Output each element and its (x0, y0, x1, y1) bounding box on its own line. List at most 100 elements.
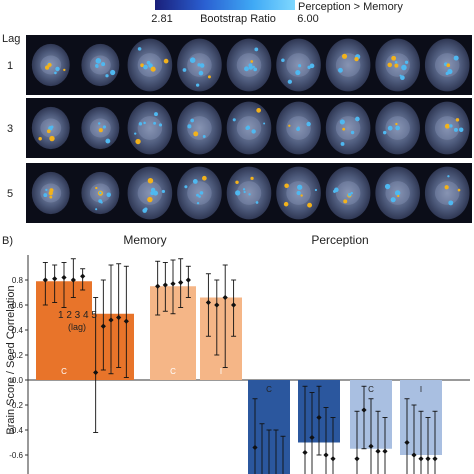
activation-blob-orange (444, 185, 449, 190)
activation-blob-orange (307, 202, 313, 208)
activation-blob-orange (48, 190, 53, 196)
activation-blob-blue (243, 190, 246, 194)
activation-blob-orange (207, 75, 211, 79)
bar-condition-label: C (170, 367, 176, 376)
lag-point (330, 456, 336, 462)
bar-group: I (200, 264, 242, 380)
activation-blob-blue (182, 68, 187, 72)
colorbar-gradient (155, 0, 295, 10)
y-axis-label: Brain Score / Seed Correlation (5, 285, 17, 434)
activation-blob-blue (196, 193, 199, 197)
activation-blob-blue (146, 60, 151, 65)
bar-group: C (36, 258, 92, 380)
activation-blob-blue (306, 121, 311, 127)
memory-title: Memory (123, 233, 166, 247)
activation-blob-blue (453, 127, 458, 132)
lag-point (425, 456, 431, 462)
activation-blob-orange (147, 177, 154, 184)
activation-blob-blue (43, 193, 48, 198)
lag-point (361, 407, 367, 413)
lag-point (323, 452, 329, 458)
bar-group: I (88, 263, 134, 433)
activation-blob-blue (314, 188, 318, 192)
colorbar-max-label: 6.00 (297, 13, 318, 25)
activation-blob-orange (343, 199, 348, 204)
activation-blob-blue (137, 47, 142, 51)
activation-blob-blue (199, 63, 205, 68)
lag-point (309, 434, 315, 441)
activation-blob-blue (97, 122, 101, 125)
activation-blob-blue (296, 190, 301, 196)
activation-blob-blue (338, 67, 343, 73)
lag-point (178, 279, 184, 286)
activation-blob-blue (98, 191, 102, 195)
y-tick-label: 0.4 (12, 326, 24, 335)
activation-blob-blue (390, 197, 396, 203)
activation-blob-blue (196, 83, 200, 87)
activation-blob-blue (106, 192, 111, 197)
y-tick-label: -0.2 (9, 401, 23, 410)
activation-blob-blue (295, 69, 301, 76)
activation-blob-blue (309, 63, 315, 69)
activation-blob-blue (54, 71, 57, 75)
activation-blob-blue (244, 66, 249, 72)
lag-point (52, 276, 58, 282)
activation-blob-blue (255, 201, 259, 204)
lag-point (368, 443, 374, 449)
activation-blob-orange (387, 62, 393, 68)
activation-blob-blue (252, 65, 255, 69)
y-tick-label: 0.2 (12, 351, 24, 360)
bar-group: I (400, 380, 442, 474)
brain-row (26, 35, 472, 95)
activation-blob-blue (187, 124, 192, 129)
activation-blob-blue (251, 129, 256, 134)
activation-blob-orange (46, 129, 51, 134)
activation-blob-orange (49, 135, 55, 142)
activation-blob-blue (397, 190, 400, 193)
bar-group: I (298, 380, 340, 474)
brain-slice (325, 101, 371, 155)
lag-point (382, 448, 388, 454)
activation-blob-orange (63, 68, 66, 72)
lag-point (252, 444, 258, 451)
activation-blob-blue (263, 122, 266, 125)
lag-point (404, 439, 410, 446)
activation-blob-blue (384, 183, 391, 190)
activation-blob-blue (458, 127, 464, 133)
activation-blob-orange (44, 65, 50, 70)
activation-blob-blue (246, 125, 250, 129)
activation-blob-blue (196, 201, 200, 205)
activation-blob-blue (350, 191, 353, 195)
lag-legend-numbers: 1 2 3 4 5 (58, 310, 97, 321)
colorbar: 2.81 Bootstrap Ratio 6.00 Perception > M… (151, 0, 403, 25)
activation-blob-orange (150, 66, 156, 72)
activation-blob-orange (354, 56, 359, 62)
panel-b-label: B) (2, 235, 13, 247)
activation-blob-orange (202, 175, 207, 181)
colorbar-title: Bootstrap Ratio (200, 13, 276, 25)
activation-blob-blue (192, 178, 198, 184)
y-tick-label: 0.8 (12, 276, 24, 285)
activation-blob-blue (148, 63, 153, 68)
activation-blob-blue (190, 118, 195, 123)
activation-blob-blue (333, 189, 337, 193)
brain-slice (81, 106, 120, 150)
activation-blob-orange (38, 137, 42, 141)
activation-blob-orange (250, 60, 254, 63)
bar-group: C (350, 380, 392, 474)
lag-point (100, 323, 106, 329)
brain-slice-highlight (434, 181, 460, 205)
lag-point (354, 456, 360, 462)
lag-header: Lag (2, 33, 20, 45)
colorbar-min-label: 2.81 (151, 13, 172, 25)
activation-blob-orange (394, 63, 399, 68)
activation-blob-blue (445, 71, 449, 76)
activation-blob-blue (297, 184, 303, 190)
activation-blob-blue (287, 79, 293, 84)
activation-blob-blue (347, 193, 352, 197)
lag-point (205, 299, 211, 306)
lag-label: 3 (7, 123, 13, 135)
activation-blob-blue (98, 199, 103, 203)
lag-point (375, 448, 381, 454)
contrast-label: Perception > Memory (298, 1, 403, 13)
